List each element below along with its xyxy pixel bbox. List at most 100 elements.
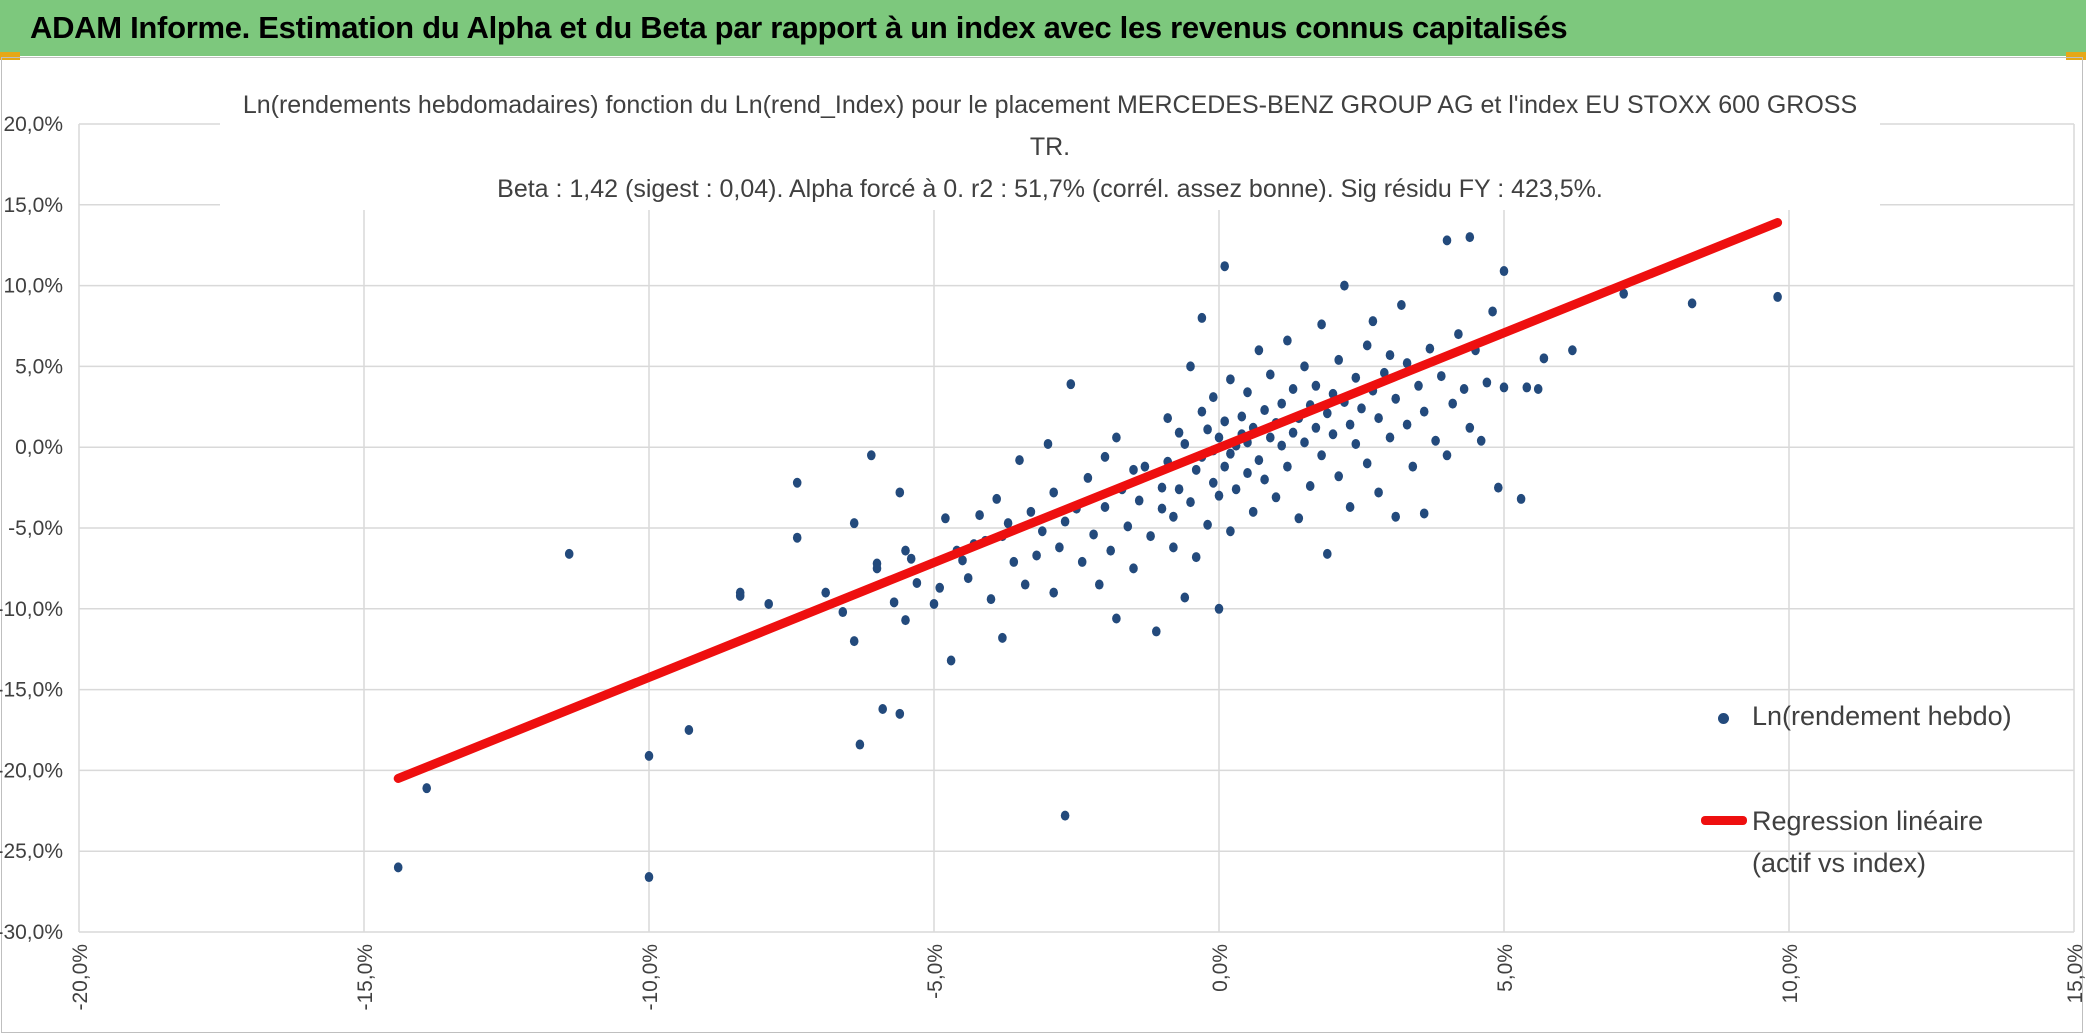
data-point <box>1351 372 1361 383</box>
data-point <box>1220 261 1229 272</box>
data-point <box>1174 484 1184 495</box>
data-point <box>821 587 830 598</box>
data-point <box>1220 461 1229 472</box>
data-point <box>1311 422 1321 433</box>
data-point <box>1402 358 1412 369</box>
data-point <box>1220 416 1229 427</box>
data-point <box>998 632 1007 643</box>
data-point <box>1186 497 1195 508</box>
x-tick-label: 10,0% <box>1779 944 1802 1004</box>
data-point <box>1311 380 1321 391</box>
y-tick-label: 20,0% <box>3 113 63 136</box>
report-title: ADAM Informe. Estimation du Alpha et du … <box>30 10 1568 45</box>
data-point <box>1334 354 1343 365</box>
x-tick-label: 0,0% <box>1209 944 1232 992</box>
data-point <box>1288 427 1298 438</box>
x-tick-label: -5,0% <box>924 944 947 999</box>
data-point <box>1169 542 1178 553</box>
regression-line-group <box>393 218 1783 783</box>
chart-subtitle: Beta : 1,42 (sigest : 0,04). Alpha forcé… <box>497 175 1603 203</box>
data-point <box>849 518 859 529</box>
data-point <box>1203 519 1212 530</box>
data-point <box>684 725 694 735</box>
data-point <box>1100 451 1110 462</box>
data-point <box>1448 398 1457 409</box>
data-point <box>1214 603 1224 614</box>
data-point <box>906 553 916 564</box>
x-tick-label: 15,0% <box>2064 944 2086 1004</box>
chart-title: Ln(rendements hebdomadaires) fonction du… <box>242 91 1858 161</box>
data-point <box>1157 482 1167 493</box>
data-point <box>1015 455 1024 466</box>
data-point <box>1374 413 1383 424</box>
data-point <box>1174 427 1184 438</box>
data-point <box>1539 353 1549 364</box>
data-point <box>764 598 773 609</box>
chart-title-block: Ln(rendements hebdomadaires) fonction du… <box>220 84 1880 210</box>
data-point <box>1214 490 1224 501</box>
x-tick-label: -10,0% <box>639 944 662 1011</box>
data-point <box>1425 343 1435 354</box>
data-point <box>1687 298 1697 309</box>
data-point <box>1374 487 1383 498</box>
data-point <box>992 493 1001 504</box>
data-point <box>895 708 905 719</box>
data-point <box>1414 380 1423 391</box>
data-point <box>878 703 887 714</box>
data-point <box>1362 340 1372 351</box>
data-point <box>1351 438 1361 449</box>
data-point <box>1123 521 1133 532</box>
data-point <box>1340 280 1349 291</box>
data-point <box>1009 556 1019 567</box>
data-point <box>735 590 745 601</box>
data-point <box>1494 482 1503 493</box>
data-point <box>1112 432 1121 443</box>
data-point <box>849 636 859 647</box>
data-point <box>963 573 973 584</box>
data-point <box>1243 387 1252 398</box>
data-point <box>1191 552 1201 563</box>
corner-marker-left <box>0 52 20 60</box>
data-point <box>1134 495 1144 506</box>
legend-scatter-marker <box>1718 713 1729 724</box>
data-point <box>1328 429 1338 440</box>
data-point <box>1020 579 1030 590</box>
data-point <box>1049 487 1058 498</box>
corner-marker-right <box>2066 52 2086 60</box>
data-point <box>1323 408 1332 419</box>
data-point <box>958 555 967 566</box>
data-point <box>1300 361 1309 372</box>
y-tick-label: -15,0% <box>0 679 63 702</box>
data-point <box>1112 613 1121 624</box>
data-point <box>1032 550 1041 561</box>
data-point <box>986 594 996 605</box>
data-point <box>1402 419 1412 430</box>
data-point <box>1499 266 1509 277</box>
data-point <box>1288 384 1298 395</box>
data-point <box>1089 529 1098 540</box>
data-point <box>1277 440 1286 451</box>
legend-regression-label: Regression linéaire (actif vs index) <box>1752 806 1984 878</box>
data-point <box>1271 492 1281 503</box>
y-axis-ticks: 20,0% 15,0% 10,0% 5,0% 0,0% -5,0% -10,0% -15,0%… <box>0 113 63 944</box>
data-point <box>1266 369 1275 380</box>
data-point <box>1459 384 1469 395</box>
data-point <box>867 450 876 461</box>
data-point <box>929 598 939 609</box>
data-point <box>1499 382 1509 393</box>
data-point <box>1300 437 1309 448</box>
data-point <box>1243 468 1252 479</box>
data-point <box>1214 432 1224 443</box>
data-point <box>1317 319 1326 330</box>
data-point <box>1209 477 1218 488</box>
data-point <box>1522 382 1532 393</box>
data-point <box>1334 471 1343 482</box>
data-point <box>1055 542 1064 553</box>
data-point <box>1362 458 1372 469</box>
data-point <box>1419 406 1429 417</box>
data-point <box>1157 503 1167 514</box>
data-point <box>1283 461 1292 472</box>
data-point <box>792 477 802 488</box>
data-point <box>1442 235 1452 246</box>
data-point <box>1226 526 1235 537</box>
